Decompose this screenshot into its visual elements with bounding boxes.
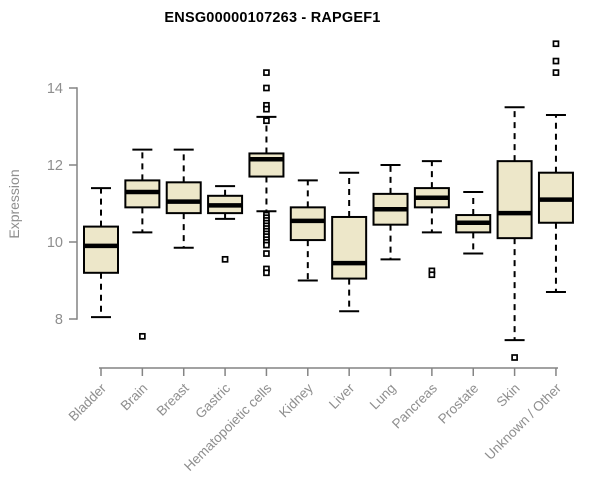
y-tick-label-10: 10: [47, 235, 63, 251]
x-tick-label-pancreas: Pancreas: [389, 380, 440, 431]
y-axis-label: Expression: [6, 169, 22, 239]
iqr-box: [496, 160, 533, 240]
outlier-point: [428, 271, 436, 279]
outlier-point: [139, 332, 146, 340]
outlier-point: [552, 57, 560, 65]
iqr-box: [83, 225, 119, 274]
chart-title: ENSG00000107263 - RAPGEF1: [164, 10, 381, 26]
boxplot-breast: [165, 148, 202, 249]
outlier-point: [263, 105, 270, 113]
iqr-box: [248, 152, 285, 178]
outlier-point: [263, 269, 270, 277]
y-axis: 8 10 12 14: [47, 81, 78, 328]
x-tick-label-lung: Lung: [367, 381, 399, 413]
boxplot-lung: [372, 164, 409, 261]
boxplot-kidney: [289, 179, 326, 282]
boxplot-skin: [496, 106, 533, 361]
outlier-point: [263, 241, 270, 249]
y-tick-label-14: 14: [47, 81, 63, 97]
outlier-point: [263, 117, 270, 125]
x-tick-label-prostate: Prostate: [435, 381, 481, 427]
x-tick-label-bladder: Bladder: [66, 380, 110, 424]
x-tick-label-gastric: Gastric: [192, 380, 233, 421]
outlier-point: [552, 40, 560, 48]
outlier-point: [511, 354, 518, 361]
boxplot-brain: [124, 148, 161, 340]
boxplot-gastric: [207, 185, 244, 263]
iqr-box: [289, 206, 326, 242]
boxplot-bladder: [83, 187, 119, 319]
x-tick-label-liver: Liver: [326, 380, 358, 412]
boxplot-liver: [331, 171, 368, 313]
iqr-box: [331, 215, 368, 280]
boxplot-hematopoietic-cells: [248, 69, 285, 277]
boxplot-pancreas: [413, 160, 450, 279]
outlier-point: [263, 250, 270, 257]
boxplot-prostate: [455, 190, 492, 255]
y-tick-label-12: 12: [47, 158, 63, 174]
x-tick-label-unknown-other: Unknown / Other: [482, 380, 565, 463]
x-tick-label-breast: Breast: [154, 380, 192, 418]
y-tick-label-8: 8: [55, 312, 63, 328]
outlier-point: [552, 69, 560, 76]
iqr-box: [165, 181, 202, 215]
x-tick-label-kidney: Kidney: [276, 380, 316, 420]
outlier-point: [221, 255, 229, 263]
boxplot-unknown-other: [537, 40, 574, 294]
x-tick-label-skin: Skin: [494, 381, 523, 410]
outlier-point: [263, 84, 270, 92]
x-tick-label-brain: Brain: [118, 381, 151, 414]
outlier-point: [263, 69, 270, 76]
